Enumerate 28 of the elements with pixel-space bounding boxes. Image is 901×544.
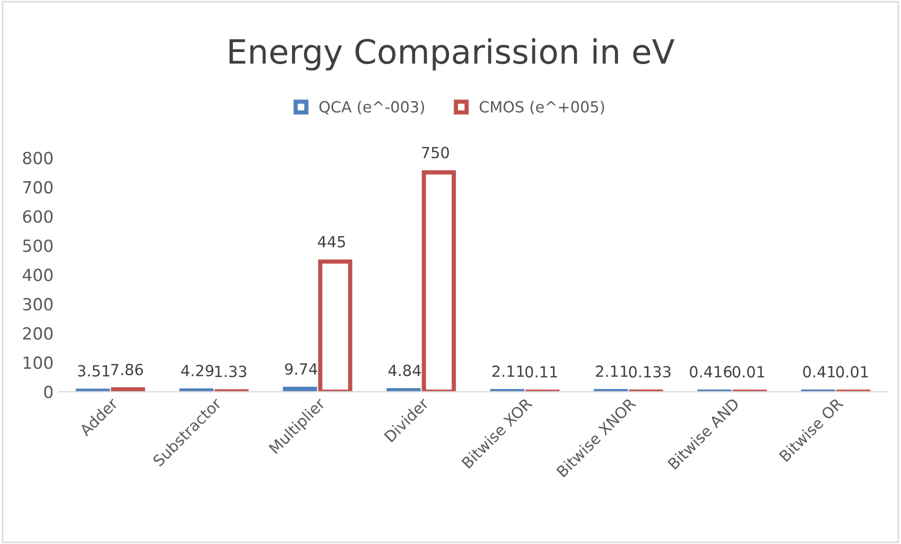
data-label: 445 [318, 236, 345, 248]
chart-title: Energy Comparission in eV [230, 38, 674, 71]
data-label: 1.33 [215, 366, 246, 378]
data-label: 3.51 [78, 365, 110, 377]
data-label: 2.11 [596, 365, 628, 377]
y-tick-label: 400 [22, 268, 53, 282]
data-label: 0.01 [836, 366, 868, 378]
data-label: 7.86 [111, 364, 143, 376]
y-tick-label: 200 [23, 327, 53, 340]
y-tick-label: 0 [44, 386, 53, 398]
y-tick-label: 800 [23, 152, 53, 164]
data-label: 0.41 [803, 366, 835, 378]
y-tick-label: 600 [23, 210, 53, 223]
data-label: 2.11 [492, 365, 524, 377]
data-label: 4.29 [181, 364, 214, 376]
legend-label: CMOS (e^+005) [480, 100, 604, 114]
data-label: 0.416 [690, 366, 732, 378]
y-tick-label: 700 [23, 180, 53, 194]
data-label: 750 [422, 146, 449, 158]
legend-label: QCA (e^-003) [319, 100, 424, 114]
data-label: 0.01 [732, 366, 764, 378]
data-label: 0.11 [525, 366, 557, 378]
data-label: 0.133 [628, 366, 670, 378]
y-tick-label: 500 [23, 239, 53, 252]
y-tick-label: 300 [23, 298, 53, 311]
data-label: 9.74 [285, 363, 318, 375]
y-tick-label: 100 [24, 356, 53, 370]
data-label: 4.84 [388, 364, 421, 376]
